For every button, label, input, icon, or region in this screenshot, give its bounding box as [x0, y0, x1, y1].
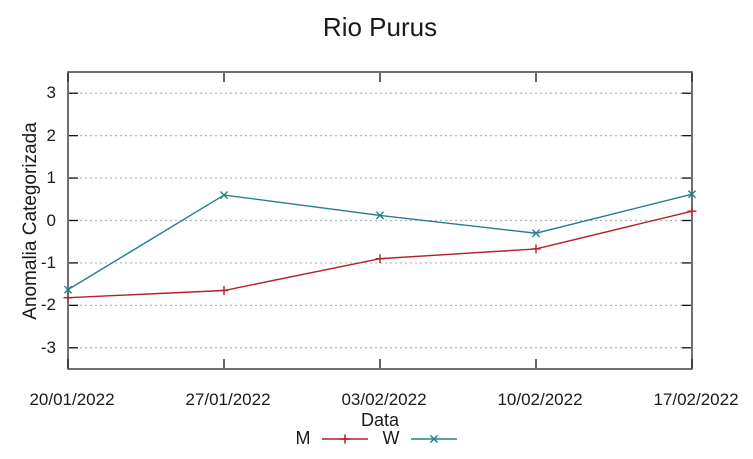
y-tick-label: 0 — [46, 210, 56, 230]
legend-swatch — [410, 434, 457, 443]
y-tick-label: -3 — [40, 337, 56, 357]
legend-label: W — [382, 428, 400, 448]
x-tick-label: 20/01/2022 — [29, 390, 115, 409]
chart-title: Rio Purus — [322, 12, 438, 42]
cross-marker-icon — [63, 285, 73, 294]
x-tick-label: 10/02/2022 — [497, 390, 583, 409]
legend-swatch — [321, 434, 368, 443]
y-tick-label: 3 — [46, 83, 56, 103]
plot-border — [67, 71, 693, 370]
y-tick-label: 2 — [46, 125, 56, 145]
legend-label: M — [295, 428, 311, 448]
y-tick-label: 1 — [46, 168, 56, 188]
cross-marker-icon — [219, 190, 229, 200]
x-tick-label: 03/02/2022 — [341, 390, 427, 409]
x-tick-label: 27/01/2022 — [185, 390, 271, 409]
legend-item: W — [383, 428, 458, 449]
legend-item: M — [296, 428, 369, 449]
cross-marker-icon — [531, 229, 541, 238]
cross-marker-icon — [687, 190, 697, 199]
series-line-W — [67, 193, 693, 291]
y-tick-label: -2 — [40, 295, 56, 315]
x-tick-label: 17/02/2022 — [653, 390, 739, 409]
cross-marker-icon — [375, 211, 385, 220]
cross-marker-icon — [429, 434, 438, 443]
y-tick-label: -1 — [40, 252, 56, 272]
x-axis-label: Data — [360, 410, 400, 430]
